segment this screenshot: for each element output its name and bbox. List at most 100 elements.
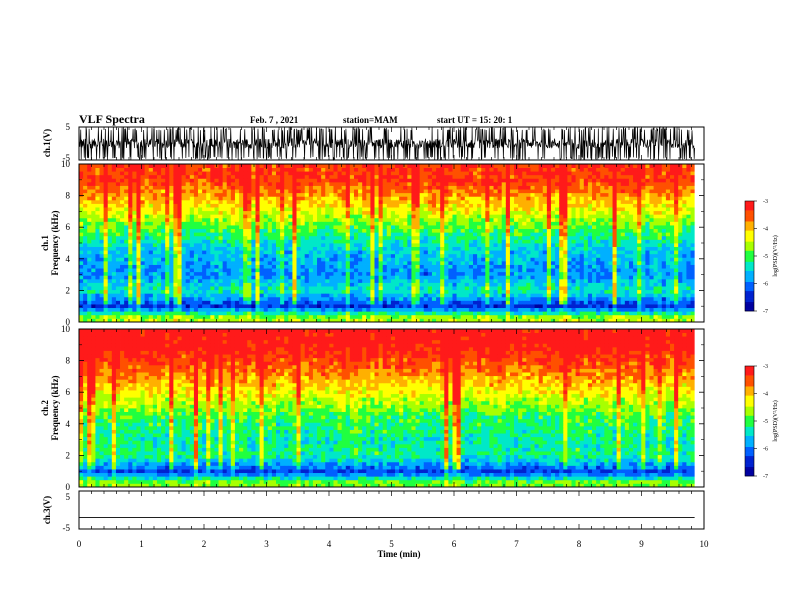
spectrogram-cell — [144, 286, 150, 291]
spectrogram-cell — [156, 199, 162, 204]
spectrogram-cell — [411, 181, 416, 186]
spectrogram-cell — [378, 192, 384, 197]
spectrogram-cell — [243, 300, 248, 305]
spectrogram-cell — [189, 232, 195, 237]
spectrogram-cell — [386, 271, 392, 276]
spectrogram-cell — [415, 210, 421, 215]
spectrogram-cell — [485, 264, 490, 269]
spectrogram-cell — [349, 304, 355, 309]
spectrogram-cell — [222, 289, 228, 294]
spectrogram-cell — [79, 300, 84, 305]
spectrogram-cell — [514, 185, 519, 190]
spectrogram-cell — [349, 275, 355, 280]
spectrogram-cell — [427, 268, 433, 273]
spectrogram-cell — [312, 239, 318, 244]
spectrogram-cell — [374, 286, 379, 291]
spectrogram-cell — [497, 304, 503, 309]
spectrogram-cell — [514, 196, 519, 201]
spectrogram-cell — [181, 243, 187, 247]
spectrogram-cell — [464, 235, 470, 240]
spectrogram-cell — [382, 278, 388, 283]
spectrogram-cell — [111, 210, 117, 215]
spectrogram-cell — [505, 171, 511, 176]
spectrogram-cell — [518, 250, 523, 255]
spectrogram-cell — [485, 164, 490, 168]
spectrogram-cell — [132, 304, 137, 309]
spectrogram-cell — [107, 185, 113, 190]
spectrogram-cell — [255, 185, 260, 190]
spectrogram-cell — [411, 174, 416, 179]
spectrogram-cell — [226, 196, 232, 201]
spectrogram-cell — [95, 282, 100, 287]
spectrogram-cell — [477, 203, 482, 208]
spectrogram-cell — [193, 293, 199, 298]
spectrogram-cell — [390, 239, 396, 244]
spectrogram-cell — [99, 192, 105, 197]
spectrogram-cell — [317, 221, 322, 226]
spectrogram-cell — [148, 296, 154, 301]
spectrogram-cell — [284, 185, 289, 190]
spectrogram-cell — [403, 192, 408, 197]
spectrogram-cell — [390, 232, 396, 237]
spectrogram-cell — [304, 232, 310, 237]
spectrogram-cell — [370, 318, 375, 323]
spectrogram-cell — [284, 210, 289, 215]
spectrogram-cell — [538, 178, 544, 183]
spectrogram-cell — [378, 167, 384, 172]
spectrogram-cell — [177, 192, 182, 197]
spectrogram-cell — [218, 271, 224, 276]
spectrogram-cell — [349, 246, 355, 251]
spectrogram-cell — [263, 282, 269, 287]
spectrogram-cell — [124, 217, 129, 222]
spectrogram-cell — [132, 260, 137, 265]
spectrogram-cell — [259, 311, 265, 316]
spectrogram-cell — [460, 181, 466, 186]
spectrogram-cell — [382, 300, 388, 305]
spectrogram-cell — [87, 235, 92, 240]
spectrogram-cell — [99, 239, 105, 244]
spectrogram-cell — [91, 199, 96, 204]
spectrogram-cell — [456, 293, 462, 298]
spectrogram-cell — [431, 282, 437, 287]
spectrogram-cell — [468, 181, 474, 186]
spectrogram-cell — [99, 293, 105, 298]
spectrogram-cell — [473, 221, 478, 226]
spectrogram-cell — [181, 286, 187, 291]
spectrogram-cell — [161, 257, 166, 262]
spectrogram-cell — [415, 307, 421, 312]
spectrogram-cell — [530, 174, 535, 179]
spectrogram-cell — [493, 232, 499, 237]
spectrogram-cell — [115, 268, 121, 273]
spectrogram-cell — [128, 235, 133, 240]
spectrogram-cell — [292, 264, 297, 269]
spectrogram-cell — [440, 282, 445, 287]
spectrogram-cell — [481, 293, 486, 298]
spectrogram-cell — [468, 203, 474, 208]
spectrogram-cell — [91, 314, 96, 319]
spectrogram-cell — [407, 221, 412, 226]
spectrogram-cell — [333, 250, 338, 255]
spectrogram-cell — [148, 210, 154, 215]
spectrogram-cell — [181, 225, 187, 230]
spectrogram-cell — [181, 250, 187, 255]
spectrogram-cell — [489, 286, 494, 291]
spectrogram-cell — [300, 282, 306, 287]
spectrogram-cell — [115, 225, 121, 230]
spectrogram-cell — [124, 282, 129, 287]
spectrogram-cell — [124, 289, 129, 294]
spectrogram-cell — [514, 207, 519, 212]
spectrogram-cell — [214, 217, 219, 222]
spectrogram-cell — [259, 282, 265, 287]
spectrogram-cell — [173, 196, 178, 201]
spectrogram-cell — [399, 271, 404, 276]
spectrogram-cell — [341, 217, 347, 222]
spectrogram-cell — [115, 275, 121, 280]
spectrogram-cell — [140, 286, 146, 291]
spectrogram-cell — [185, 171, 191, 176]
spectrogram-cell — [464, 304, 470, 309]
spectrogram-cell — [128, 264, 133, 269]
spectrogram-cell — [436, 203, 441, 208]
spectrogram-cell — [477, 257, 482, 262]
spectrogram-cell — [198, 286, 203, 291]
spectrogram-cell — [390, 282, 396, 287]
